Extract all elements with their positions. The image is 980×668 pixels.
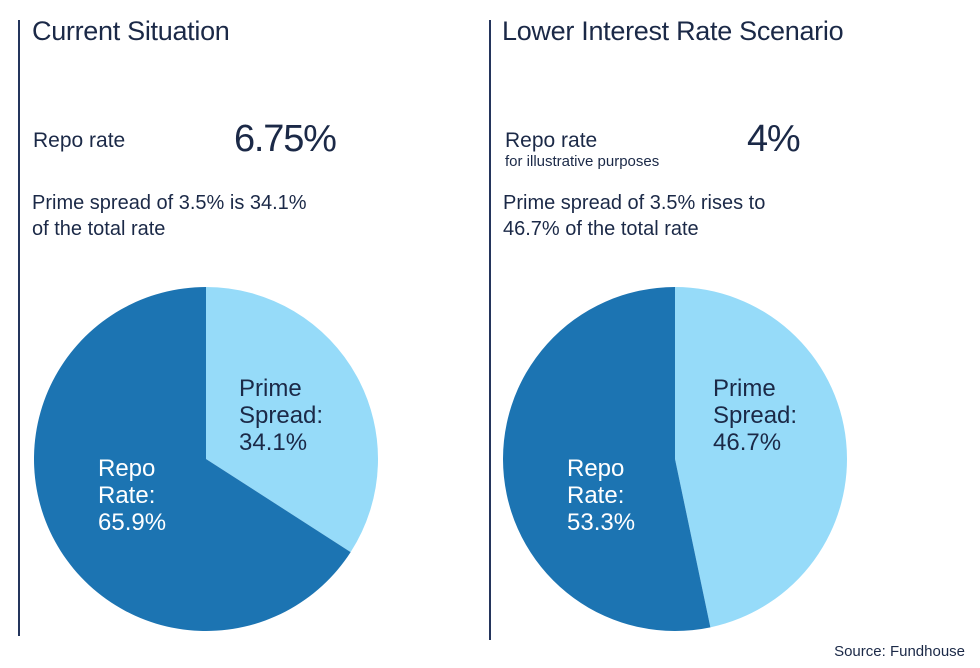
slice-label-line: Rate: [98, 482, 156, 509]
slice-label-line: Spread: [713, 402, 798, 429]
pie-chart-svg [34, 287, 378, 631]
panel-title: Lower Interest Rate Scenario [502, 16, 844, 46]
slice-label-line: Prime [713, 375, 776, 402]
pie-slice-prime-spread [206, 287, 378, 553]
repo-rate-slice-label: Repo Rate: 53.3% [567, 455, 635, 536]
description-line: Prime spread of 3.5% is 34.1% [32, 192, 307, 214]
prime-spread-slice-label: Prime Spread: 46.7% [713, 375, 797, 456]
repo-rate-slice-label: Repo Rate: 65.9% [98, 455, 166, 536]
slice-label-line: Spread: [239, 402, 324, 429]
slice-label-line: Repo [98, 455, 156, 482]
pie-slice-repo-rate [503, 287, 711, 631]
slice-label-value: 46.7% [713, 429, 782, 456]
description-line: 46.7% of the total rate [503, 218, 699, 240]
prime-spread-slice-label: Prime Spread: 34.1% [239, 375, 323, 456]
repo-rate-label: Repo rate [33, 129, 126, 152]
source-attribution: Source: Fundhouse [834, 643, 965, 660]
slice-label-value: 65.9% [98, 509, 167, 536]
panel-lower-rate-scenario: Lower Interest Rate Scenario Repo rate f… [489, 0, 980, 668]
pie-chart-svg [503, 287, 847, 631]
pie-slice-prime-spread [675, 287, 847, 628]
slice-label-line: Rate: [567, 482, 625, 509]
slice-label-line: Repo [567, 455, 625, 482]
repo-rate-value: 4% [747, 118, 801, 160]
description-line: of the total rate [32, 218, 166, 240]
slice-label-value: 34.1% [239, 429, 308, 456]
panel-divider-line [489, 20, 491, 640]
panel-current-situation: Current Situation Repo rate 6.75% Prime … [0, 0, 489, 668]
panel-divider-line [18, 20, 20, 636]
pie-chart-lower-rate-scenario: Repo Rate: 53.3% Prime Spread: 46.7% [503, 287, 847, 631]
pie-slice-repo-rate [34, 287, 351, 631]
prime-spread-description: Prime spread of 3.5% is 34.1% of the tot… [32, 190, 307, 242]
slice-label-value: 53.3% [567, 509, 636, 536]
illustrative-note: for illustrative purposes [505, 153, 660, 170]
pie-chart-current-situation: Repo Rate: 65.9% Prime Spread: 34.1% [34, 287, 378, 631]
repo-rate-label: Repo rate [505, 129, 598, 152]
description-line: Prime spread of 3.5% rises to [503, 192, 766, 214]
slice-label-line: Prime [239, 375, 302, 402]
panel-title: Current Situation [32, 16, 230, 46]
repo-rate-value: 6.75% [234, 118, 337, 160]
prime-spread-description: Prime spread of 3.5% rises to 46.7% of t… [503, 190, 765, 242]
